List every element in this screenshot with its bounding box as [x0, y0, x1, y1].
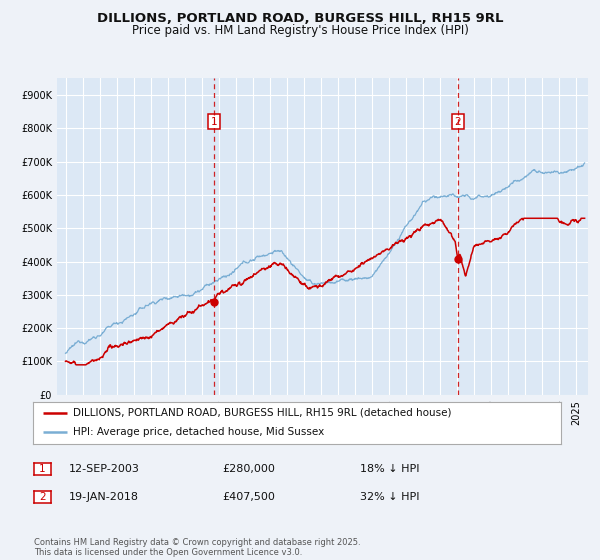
- Text: 19-JAN-2018: 19-JAN-2018: [69, 492, 139, 502]
- Text: DILLIONS, PORTLAND ROAD, BURGESS HILL, RH15 9RL: DILLIONS, PORTLAND ROAD, BURGESS HILL, R…: [97, 12, 503, 25]
- Text: 18% ↓ HPI: 18% ↓ HPI: [360, 464, 419, 474]
- Text: Price paid vs. HM Land Registry's House Price Index (HPI): Price paid vs. HM Land Registry's House …: [131, 24, 469, 37]
- Text: £407,500: £407,500: [222, 492, 275, 502]
- Text: 1: 1: [211, 116, 217, 127]
- Text: DILLIONS, PORTLAND ROAD, BURGESS HILL, RH15 9RL (detached house): DILLIONS, PORTLAND ROAD, BURGESS HILL, R…: [73, 408, 451, 418]
- Text: Contains HM Land Registry data © Crown copyright and database right 2025.
This d: Contains HM Land Registry data © Crown c…: [34, 538, 361, 557]
- Text: 2: 2: [39, 492, 46, 502]
- Text: 2: 2: [454, 116, 461, 127]
- Text: HPI: Average price, detached house, Mid Sussex: HPI: Average price, detached house, Mid …: [73, 427, 324, 437]
- Text: 12-SEP-2003: 12-SEP-2003: [69, 464, 140, 474]
- Text: £280,000: £280,000: [222, 464, 275, 474]
- Text: 32% ↓ HPI: 32% ↓ HPI: [360, 492, 419, 502]
- Text: 1: 1: [39, 464, 46, 474]
